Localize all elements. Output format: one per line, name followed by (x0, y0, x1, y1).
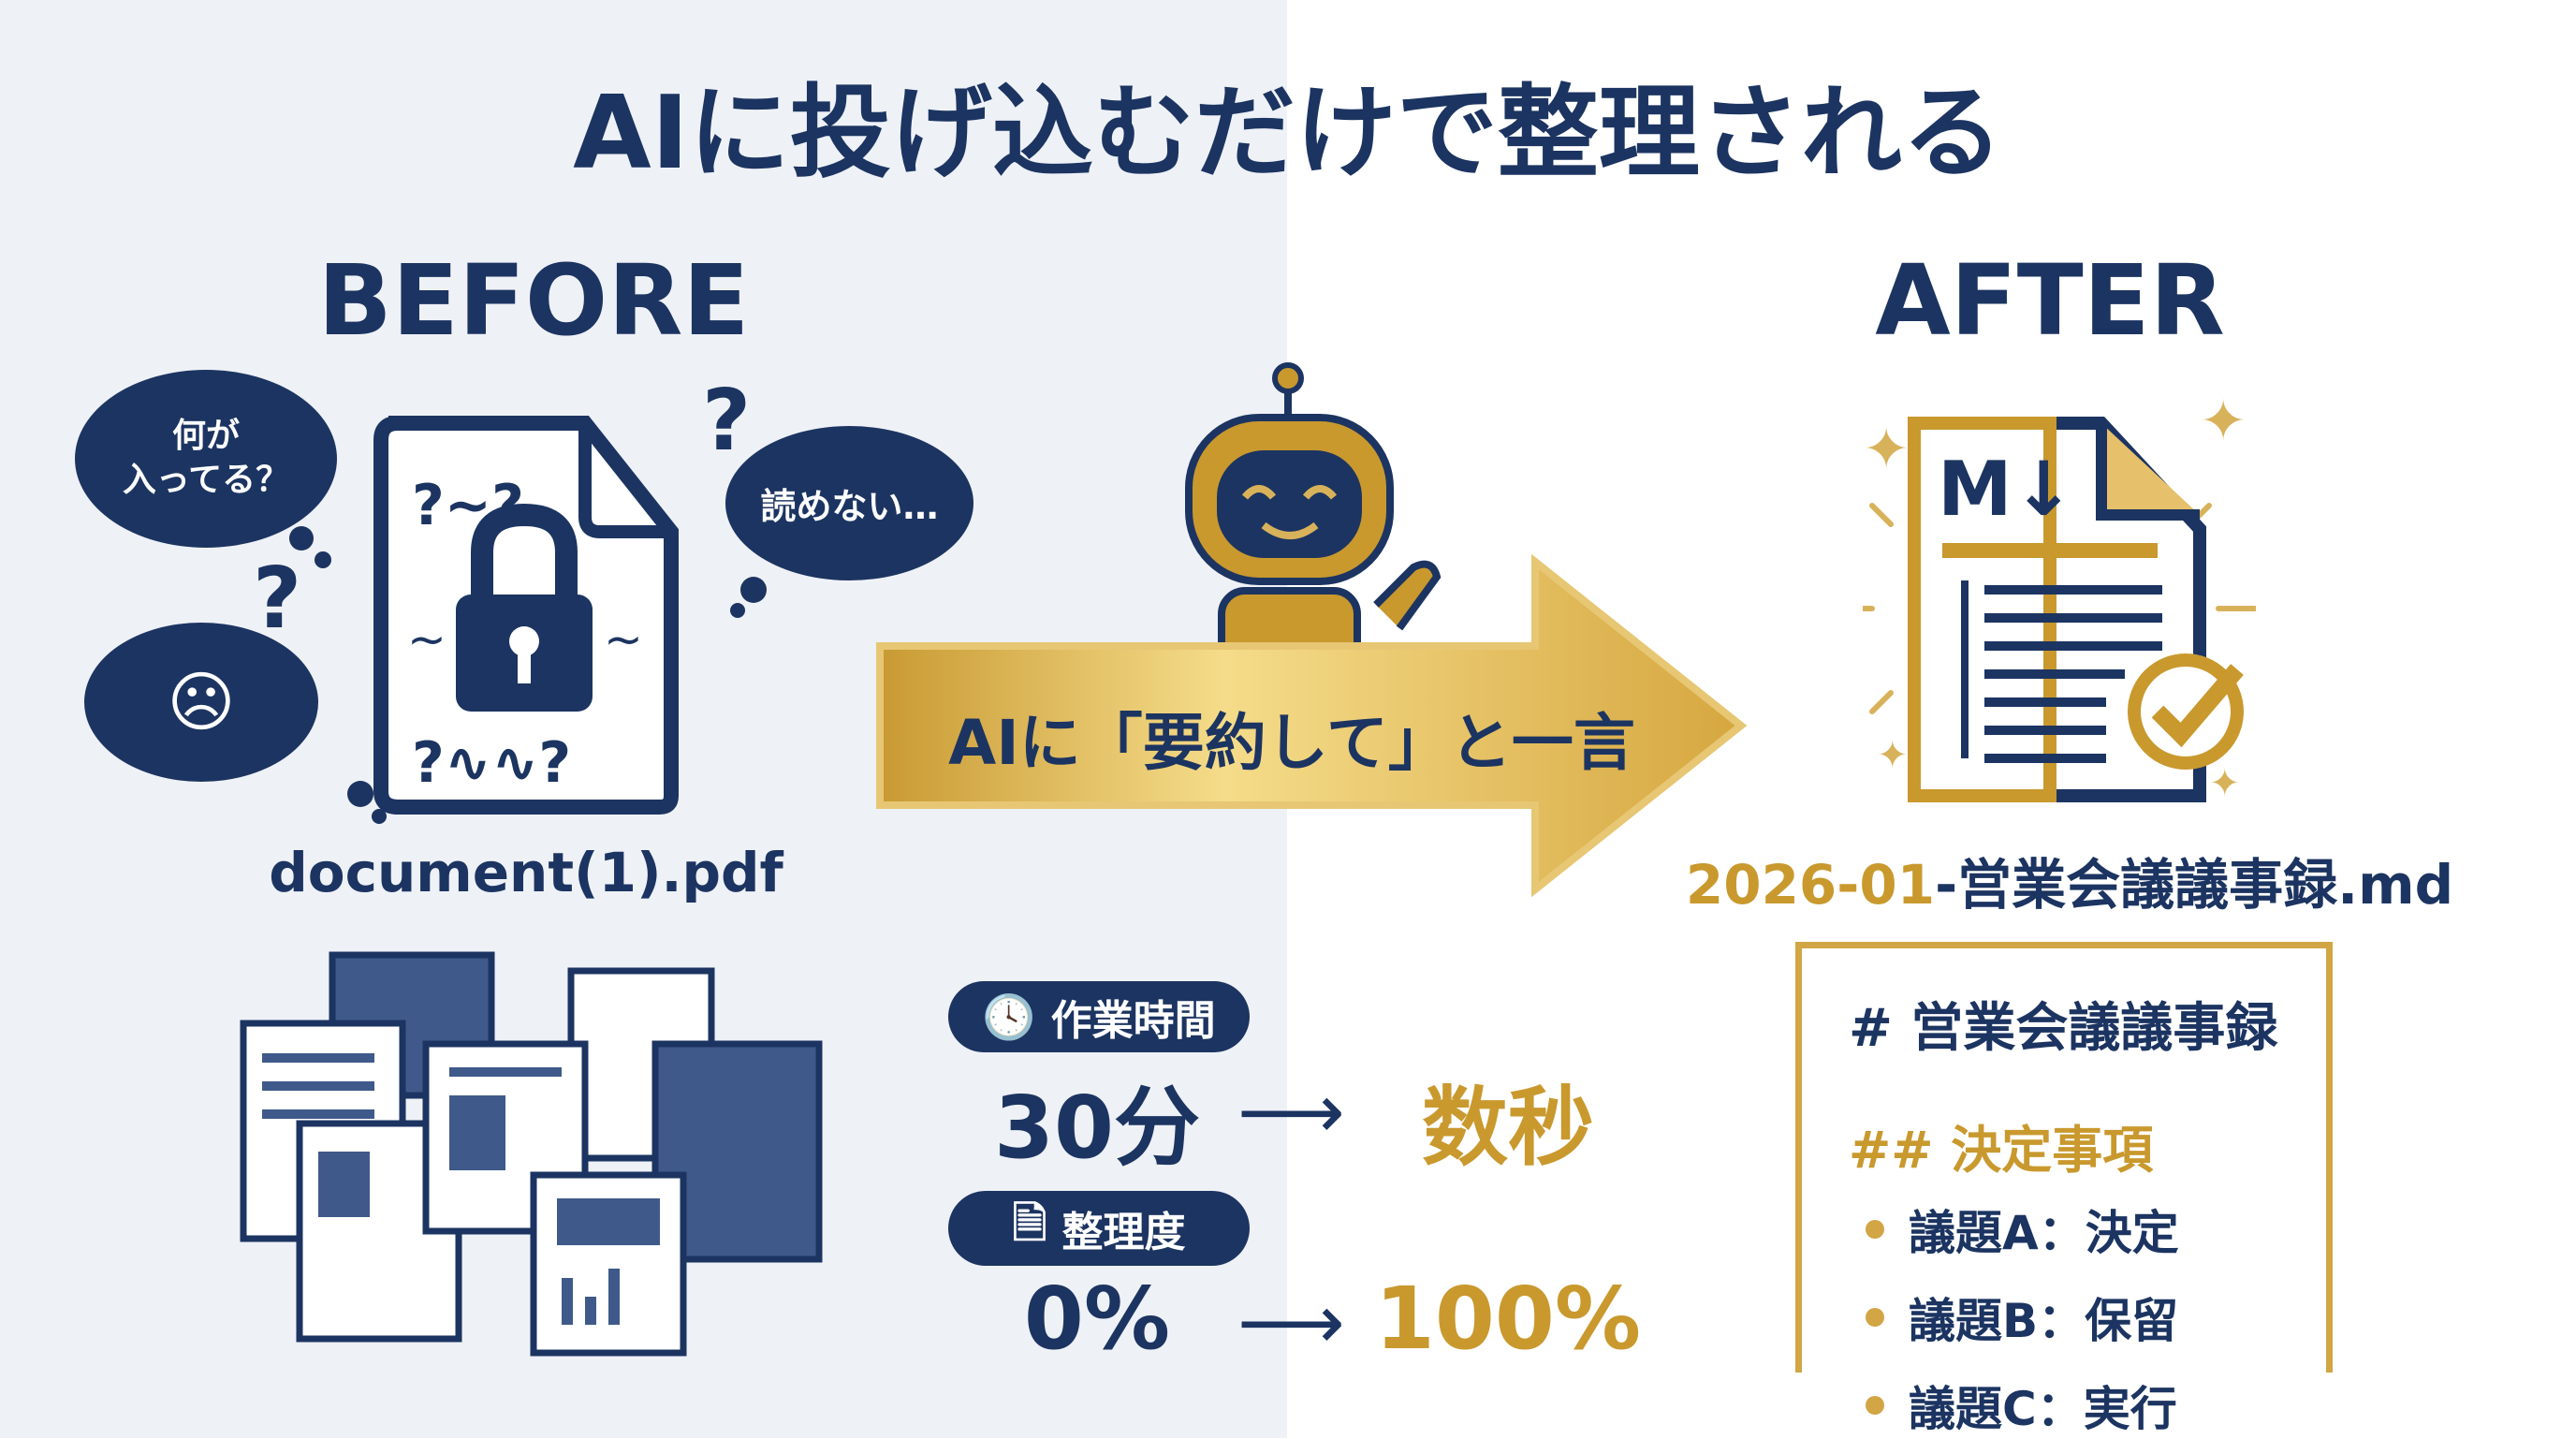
filename-rest: -営業会議議事録.md (1935, 853, 2454, 917)
list-item: 議題A：決定 (1866, 1196, 2279, 1263)
document-icon: 🗎 (1012, 1197, 1047, 1248)
after-heading: AFTER (1875, 243, 2225, 358)
arrow-right-icon: ⟶ (1237, 1279, 1345, 1366)
metric-before-value: 30分 (993, 1078, 1201, 1178)
thought-cloud-whats-inside: 何が 入ってる？ (75, 370, 337, 548)
bullet-icon (1866, 1220, 1884, 1239)
svg-text:✦: ✦ (2209, 762, 2241, 805)
clock-icon: 🕓 (982, 991, 1036, 1042)
arrow-label: AIに「要約して」と一言 (948, 707, 1635, 779)
ai-robot-icon (1185, 362, 1442, 661)
markdown-document-icon: ✦ ✦ ✦ ✦ M↓ (1863, 389, 2256, 805)
svg-text:?: ? (702, 372, 751, 470)
scattered-files-icon (240, 951, 823, 1357)
page-title: AIに投げ込むだけで整理される (573, 75, 2003, 192)
svg-text:✦: ✦ (1877, 734, 1909, 777)
markdown-h1: # 営業会議議事録 (1849, 998, 2278, 1059)
arrow-right-icon: ⟶ (1237, 1068, 1345, 1155)
thought-cloud-unreadable: 読めない… (725, 426, 973, 580)
transform-arrow (876, 553, 1748, 898)
metric-label: 作業時間 (1050, 997, 1216, 1045)
list-item: 議題B：保留 (1866, 1284, 2279, 1351)
markdown-h2: ## 決定事項 (1849, 1121, 2154, 1180)
svg-text:M↓: M↓ (1938, 446, 2075, 533)
bullet-icon (1866, 1396, 1884, 1415)
metric-before-value: 0% (1023, 1269, 1171, 1369)
svg-text:~: ~ (604, 612, 643, 667)
list-item-text: 議題B：保留 (1909, 1294, 2179, 1348)
question-marks-decoration: ? ? (253, 372, 767, 824)
svg-text:?∿∿?: ?∿∿? (412, 730, 571, 796)
svg-text:?~?: ?~? (412, 473, 524, 538)
metric-pill-organization: 🗎 整理度 (948, 1191, 1250, 1266)
before-heading: BEFORE (317, 243, 750, 358)
worried-face-cloud-icon: ☹ (84, 623, 318, 782)
list-item: 議題C：実行 (1866, 1372, 2279, 1439)
before-filename: document(1).pdf (269, 841, 783, 904)
metric-after-value: 100% (1374, 1269, 1642, 1369)
svg-text:~: ~ (407, 612, 446, 667)
metric-pill-work-time: 🕓 作業時間 (948, 981, 1250, 1052)
after-filename: 2026-01-営業会議議事録.md (1648, 841, 2491, 919)
svg-text:✦: ✦ (2200, 389, 2247, 454)
markdown-preview: # 営業会議議事録 ## 決定事項 議題A：決定 議題B：保留 議題C：実行 (1795, 942, 2333, 1436)
metric-after-value: 数秒 (1421, 1078, 1594, 1178)
list-item-text: 議題A：決定 (1909, 1206, 2179, 1260)
filename-date: 2026-01 (1685, 853, 1936, 917)
list-item-text: 議題C：実行 (1909, 1382, 2177, 1436)
bullet-icon (1866, 1308, 1884, 1327)
metric-label: 整理度 (1061, 1209, 1186, 1256)
svg-text:?: ? (253, 550, 301, 648)
svg-text:✦: ✦ (1863, 417, 1910, 482)
locked-document-icon: ?~? ?∿∿? ~ ~ (373, 416, 679, 815)
